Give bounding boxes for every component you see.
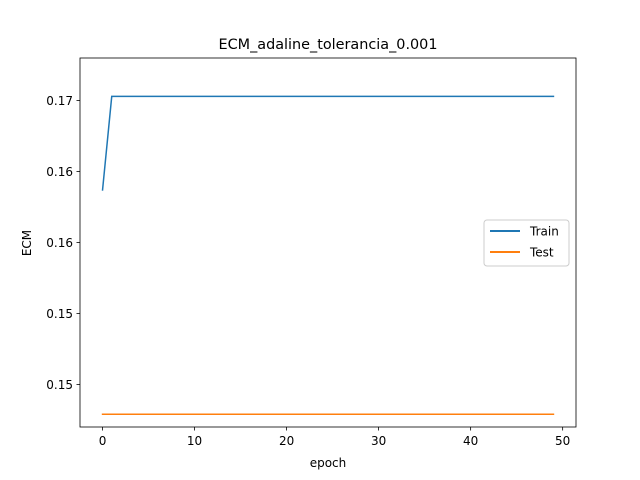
series-line-train: [101, 95, 555, 191]
legend: Train Test: [483, 219, 570, 267]
x-tick-label: 40: [463, 434, 478, 448]
x-axis-ticks: 0 10 20 30 40 50: [99, 427, 570, 448]
legend-label-train: Train: [529, 225, 559, 239]
y-axis-label: ECM: [20, 230, 34, 256]
series-layer: [101, 95, 555, 415]
x-axis-label: epoch: [310, 456, 347, 470]
legend-label-test: Test: [529, 246, 554, 260]
x-tick-label: 30: [371, 434, 386, 448]
y-tick-label: 0.16: [46, 236, 73, 250]
y-tick-label: 0.15: [46, 307, 73, 321]
y-tick-label: 0.15: [46, 378, 73, 392]
chart-title: ECM_adaline_tolerancia_0.001: [219, 37, 438, 53]
x-tick-label: 20: [279, 434, 294, 448]
y-tick-label: 0.17: [46, 94, 73, 108]
x-tick-label: 0: [99, 434, 107, 448]
y-tick-label: 0.16: [46, 165, 73, 179]
y-axis-ticks: 0.15 0.15 0.16 0.16 0.17: [46, 94, 80, 392]
x-tick-label: 10: [187, 434, 202, 448]
x-tick-label: 50: [555, 434, 570, 448]
